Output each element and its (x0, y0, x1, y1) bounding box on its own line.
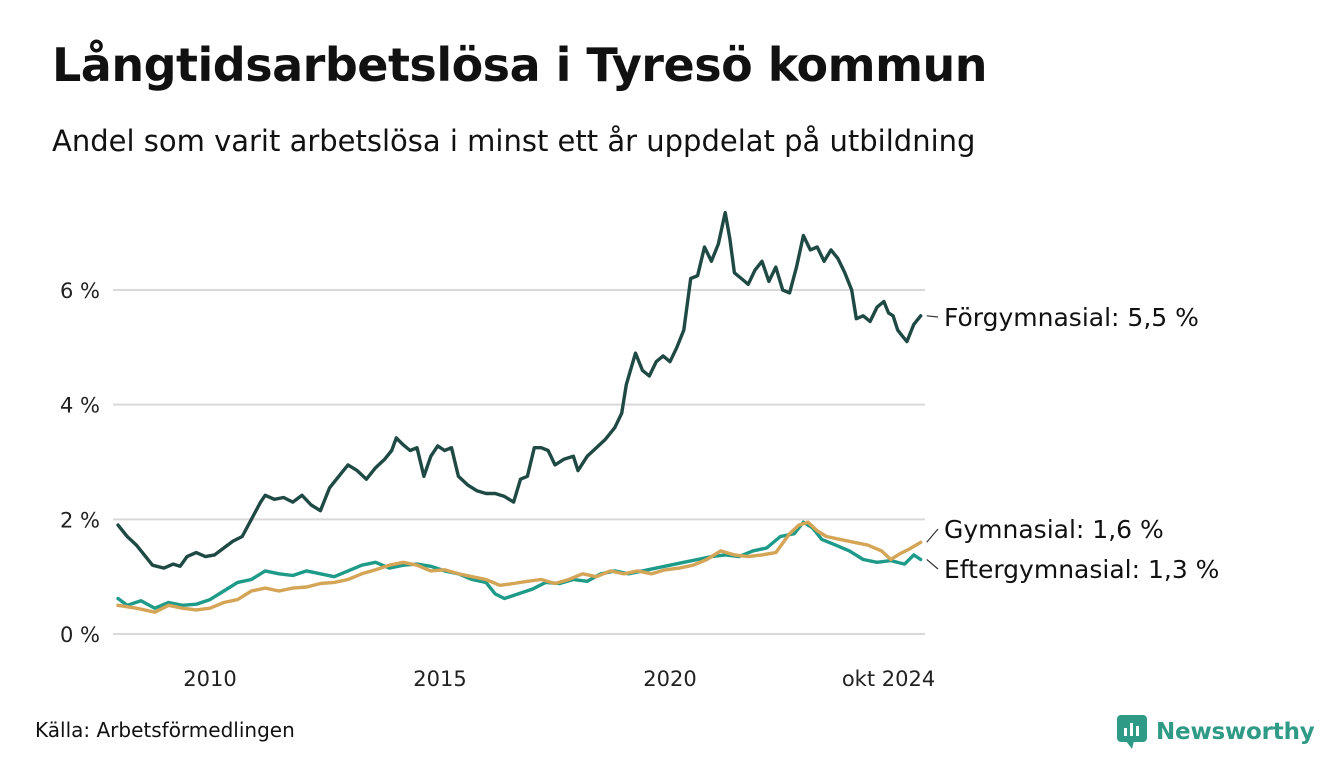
series-line-förgymnasial (116, 210, 923, 570)
x-tick-label: 2020 (643, 667, 696, 691)
brand-logo: Newsworthy (1117, 712, 1315, 752)
series-end-label: Eftergymnasial: 1,3 % (944, 555, 1219, 584)
series-end-label: Gymnasial: 1,6 % (944, 515, 1164, 544)
x-tick-label: 2015 (413, 667, 466, 691)
source-note: Källa: Arbetsförmedlingen (35, 718, 295, 742)
y-tick-label: 0 % (60, 623, 100, 647)
series-end-label: Förgymnasial: 5,5 % (944, 303, 1199, 332)
leader-line (926, 559, 939, 570)
leader-line (926, 528, 939, 543)
x-tick-label: 2010 (183, 667, 236, 691)
y-tick-label: 4 % (60, 394, 100, 418)
series-line-gymnasial (116, 520, 923, 614)
y-tick-label: 2 % (60, 508, 100, 532)
brand-name: Newsworthy (1156, 719, 1315, 745)
y-tick-label: 6 % (60, 279, 100, 303)
series-line-eftergymnasial (116, 520, 923, 610)
newsworthy-logo-icon (1117, 715, 1147, 749)
leader-line (926, 315, 939, 318)
x-tick-label: okt 2024 (842, 667, 935, 691)
page-title: Långtidsarbetslösa i Tyresö kommun (52, 38, 988, 92)
page-subtitle: Andel som varit arbetslösa i minst ett å… (52, 124, 976, 158)
